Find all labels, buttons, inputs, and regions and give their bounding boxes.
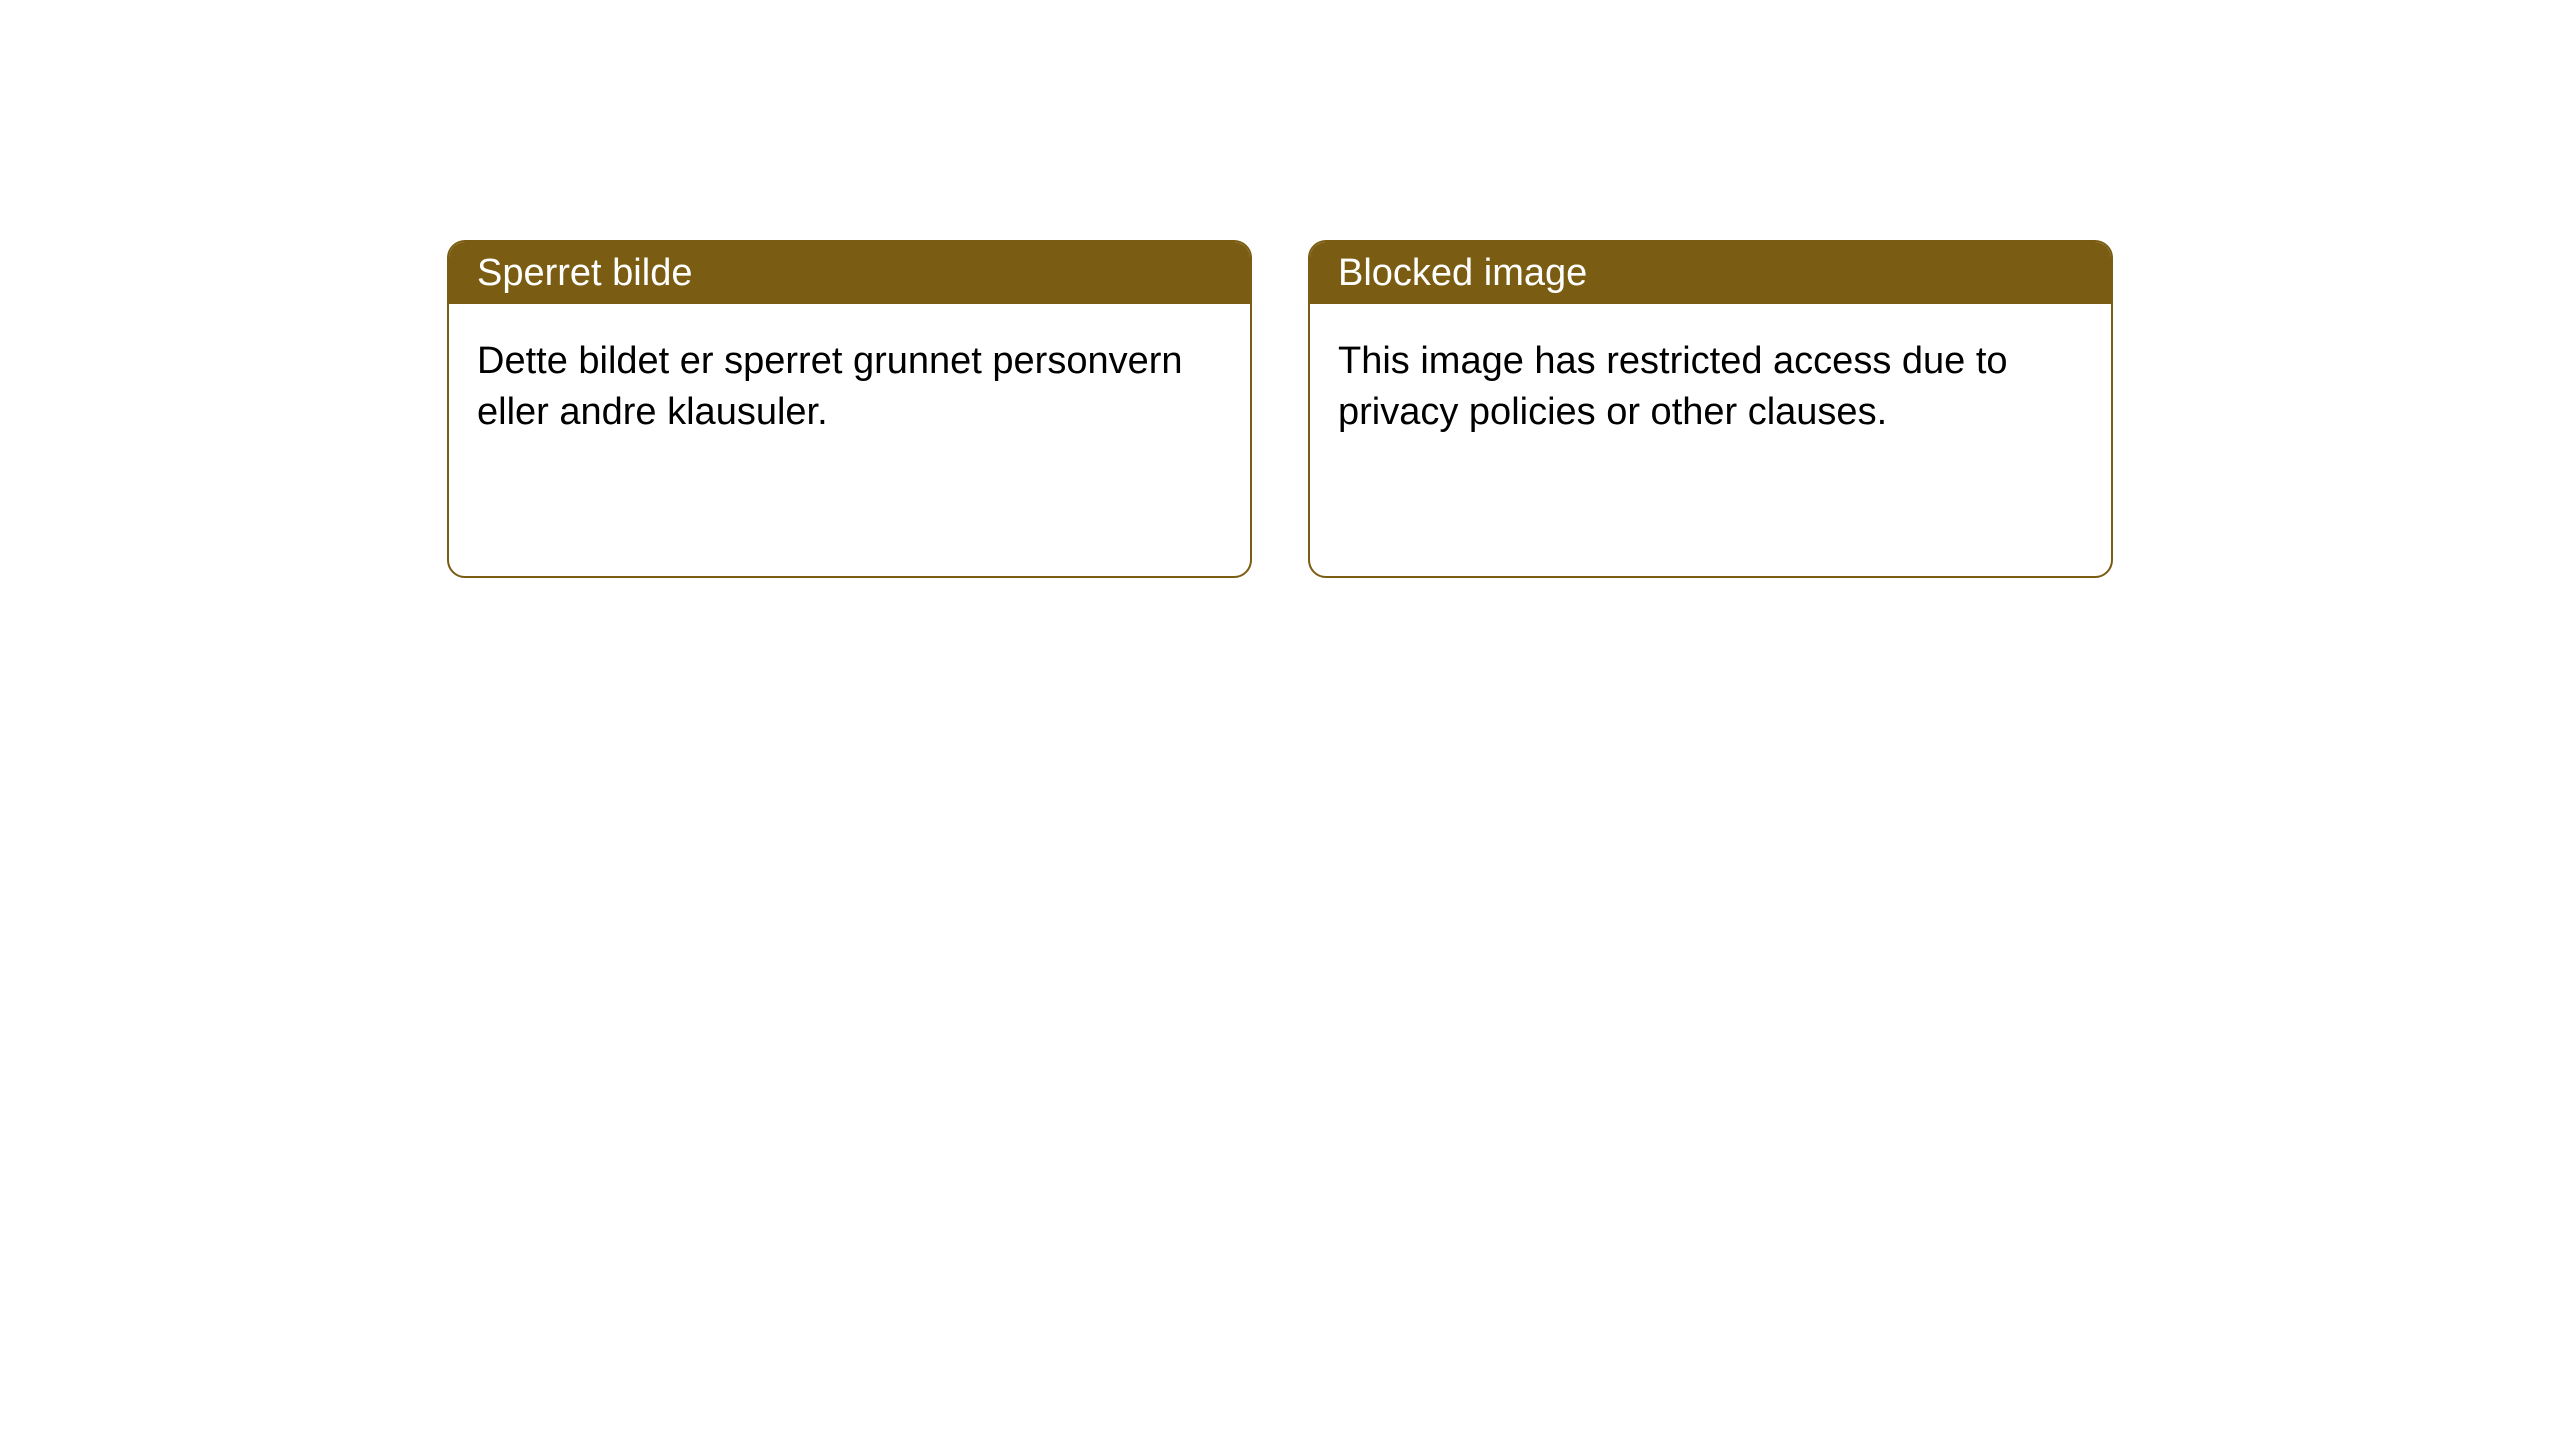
card-header: Sperret bilde	[449, 242, 1250, 304]
card-body-text: This image has restricted access due to …	[1338, 340, 2008, 433]
card-title: Sperret bilde	[477, 252, 692, 295]
notice-card-norwegian: Sperret bilde Dette bildet er sperret gr…	[447, 240, 1252, 578]
card-body: Dette bildet er sperret grunnet personve…	[449, 304, 1250, 471]
card-title: Blocked image	[1338, 252, 1587, 295]
card-body: This image has restricted access due to …	[1310, 304, 2111, 471]
notice-cards-container: Sperret bilde Dette bildet er sperret gr…	[447, 240, 2113, 578]
notice-card-english: Blocked image This image has restricted …	[1308, 240, 2113, 578]
card-header: Blocked image	[1310, 242, 2111, 304]
card-body-text: Dette bildet er sperret grunnet personve…	[477, 340, 1183, 433]
